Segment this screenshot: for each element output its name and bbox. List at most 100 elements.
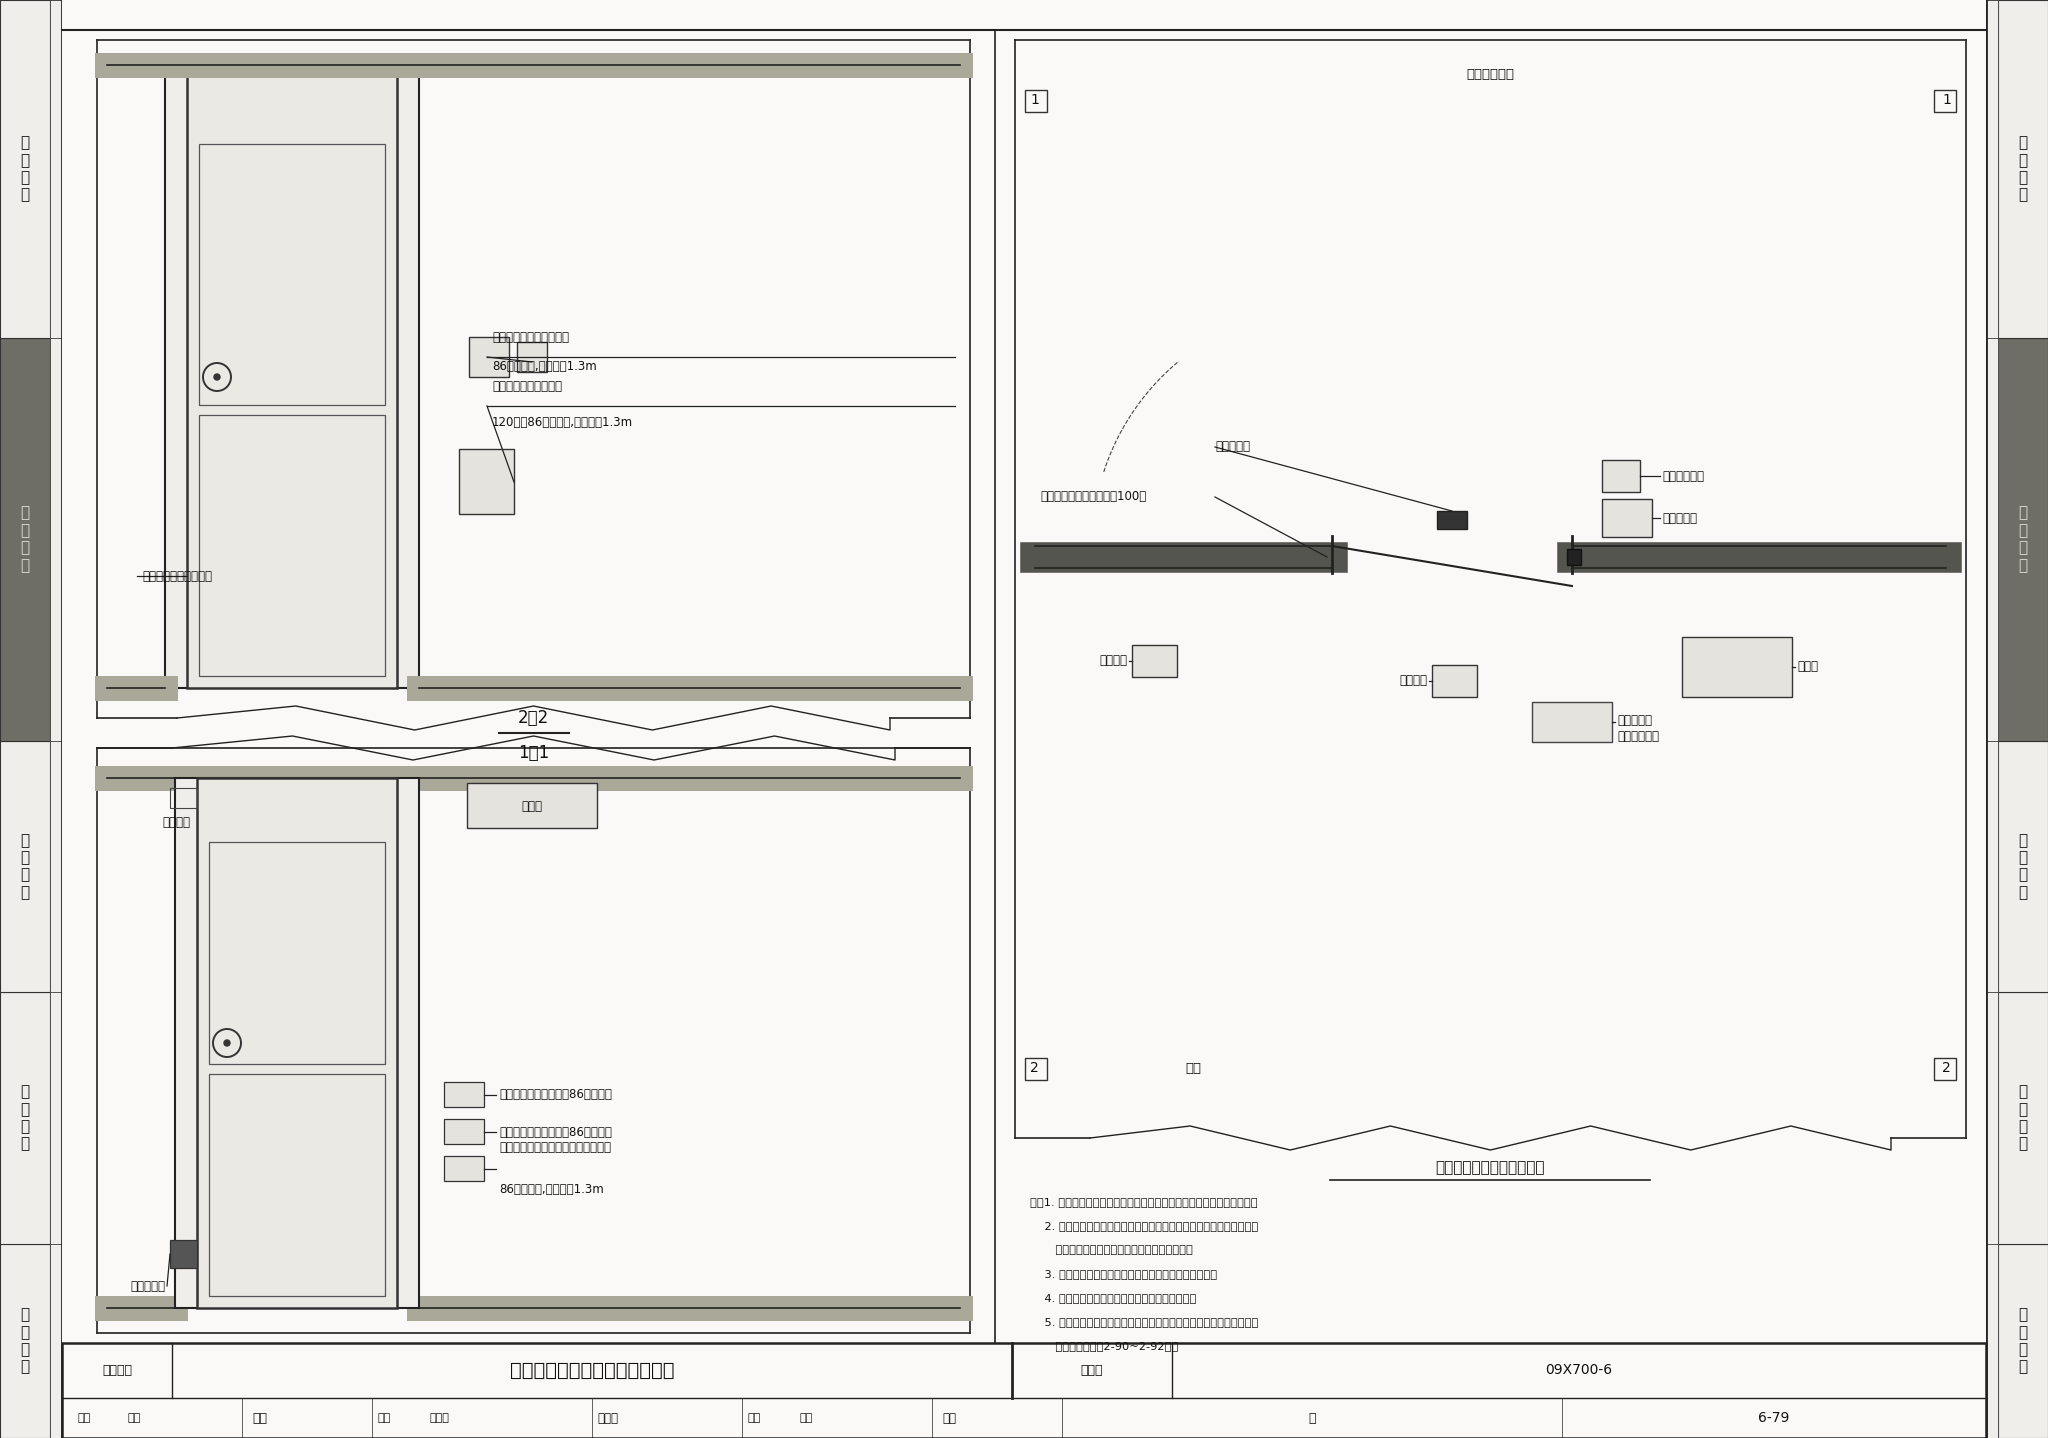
Text: 单门出入口控制设备安装示意图: 单门出入口控制设备安装示意图 — [510, 1360, 674, 1380]
Text: 缆
线
敷
设: 缆 线 敷 设 — [2019, 833, 2028, 900]
Text: 紧急按钮安装在室内，86型预埋盒: 紧急按钮安装在室内，86型预埋盒 — [500, 1126, 612, 1139]
Bar — [1933, 91, 1956, 112]
Bar — [444, 1119, 483, 1145]
Text: 09X700-6: 09X700-6 — [1546, 1363, 1612, 1378]
Bar — [1681, 637, 1792, 697]
Bar — [49, 0, 61, 338]
Text: 设计: 设计 — [748, 1414, 760, 1424]
Text: 1－1: 1－1 — [518, 743, 549, 762]
Text: 孙兰: 孙兰 — [127, 1414, 139, 1424]
Text: 设
备
安
装: 设 备 安 装 — [20, 506, 29, 572]
Text: 访客门铃按钮安装在室外: 访客门铃按钮安装在室外 — [492, 331, 569, 344]
Text: 供
电
电
源: 供 电 电 源 — [20, 1084, 29, 1152]
Bar — [1567, 549, 1581, 565]
Bar — [209, 1074, 385, 1296]
Bar — [1438, 510, 1466, 529]
Text: 访客门铃: 访客门铃 — [1100, 654, 1126, 667]
Bar — [1602, 460, 1640, 492]
Bar — [49, 1244, 61, 1438]
Text: 注：1. 本图中的门为单扇单向控制开启木门（含带木框的复合材料门）。: 注：1. 本图中的门为单扇单向控制开启木门（含带木框的复合材料门）。 — [1030, 1196, 1257, 1206]
Text: 供
电
电
源: 供 电 电 源 — [2019, 1084, 2028, 1152]
Bar — [444, 1156, 483, 1181]
Bar — [469, 336, 510, 377]
Bar — [166, 65, 420, 687]
Text: 阴极电控锁: 阴极电控锁 — [129, 1280, 166, 1293]
Bar — [1999, 992, 2048, 1244]
Text: 防
雷
接
地: 防 雷 接 地 — [20, 135, 29, 203]
Text: 阴极电控锁: 阴极电控锁 — [1214, 440, 1249, 453]
Bar — [49, 338, 61, 741]
Bar — [174, 778, 420, 1309]
Text: 4. 出入口控制设备可根据设计需要兼作考勤机。: 4. 出入口控制设备可根据设计需要兼作考勤机。 — [1030, 1293, 1196, 1303]
Circle shape — [223, 1040, 229, 1045]
Bar — [1933, 1058, 1956, 1080]
Bar — [209, 843, 385, 1064]
Bar — [1987, 1244, 1999, 1438]
Bar — [1987, 741, 1999, 992]
Bar — [459, 449, 514, 513]
Text: 页: 页 — [1309, 1412, 1315, 1425]
Text: 设
备
安
装: 设 备 安 装 — [2019, 506, 2028, 572]
Bar — [199, 144, 385, 406]
Text: 朱立彤: 朱立彤 — [430, 1414, 451, 1424]
Bar — [170, 788, 197, 808]
Text: 室内: 室内 — [1186, 1061, 1200, 1074]
Bar — [444, 1081, 483, 1107]
Bar — [1432, 664, 1477, 697]
Bar — [49, 992, 61, 1244]
Text: （出门按钮）: （出门按钮） — [1618, 731, 1659, 743]
Text: 86型预埋盒,底边距地1.3m: 86型预埋盒,底边距地1.3m — [500, 1183, 604, 1196]
Text: 门磁开关（高度：门框下100）: 门磁开关（高度：门框下100） — [1040, 490, 1147, 503]
Bar — [186, 65, 397, 687]
Text: 电控锁按键（出门按钮）安装在室内: 电控锁按键（出门按钮）安装在室内 — [500, 1140, 610, 1155]
Text: 5. 本图为出入口控制设备安装示意图，设备的尺寸以工程选用产品为: 5. 本图为出入口控制设备安装示意图，设备的尺寸以工程选用产品为 — [1030, 1317, 1257, 1327]
Text: 双面带锁的方舌侧闩锁: 双面带锁的方舌侧闩锁 — [141, 569, 213, 582]
Text: 出入口控制设备安装示意图: 出入口控制设备安装示意图 — [1436, 1160, 1544, 1175]
Text: 控制器: 控制器 — [1796, 660, 1819, 673]
Text: 访客门铃安装在室内，86型预埋盒: 访客门铃安装在室内，86型预埋盒 — [500, 1089, 612, 1102]
Text: 2: 2 — [1942, 1061, 1952, 1076]
Bar — [61, 1343, 1987, 1438]
Bar — [1024, 1058, 1047, 1080]
Text: 2. 本图为单向控制，即对进门进行控制，如果采用双向（进出门）进: 2. 本图为单向控制，即对进门进行控制，如果采用双向（进出门）进 — [1030, 1221, 1257, 1231]
Text: 1: 1 — [1030, 93, 1038, 106]
Text: 紧急按钮: 紧急按钮 — [1399, 674, 1427, 687]
Text: 赵功: 赵功 — [252, 1412, 266, 1425]
Text: 进门读卡器安装在室外: 进门读卡器安装在室外 — [492, 380, 561, 393]
Bar — [1602, 499, 1653, 536]
Bar — [0, 1244, 49, 1438]
Bar — [1999, 1244, 2048, 1438]
Text: 准，安装高度见2-90~2-92页。: 准，安装高度见2-90~2-92页。 — [1030, 1342, 1178, 1350]
Text: 电控锁按键: 电控锁按键 — [1618, 715, 1653, 728]
Text: 机
房
工
程: 机 房 工 程 — [20, 1307, 29, 1375]
Text: 访客门铃按钮: 访客门铃按钮 — [1663, 469, 1704, 483]
Text: 设备安装: 设备安装 — [102, 1365, 131, 1378]
Text: 3. 访客门铃、访客门铃按钮根据工程的需要进行设置。: 3. 访客门铃、访客门铃按钮根据工程的需要进行设置。 — [1030, 1268, 1217, 1278]
Bar — [0, 992, 49, 1244]
Text: 走廊（室外）: 走廊（室外） — [1466, 69, 1513, 82]
Circle shape — [213, 374, 219, 380]
Bar — [1999, 741, 2048, 992]
Text: 2－2: 2－2 — [518, 709, 549, 728]
Text: 防
雷
接
地: 防 雷 接 地 — [2019, 135, 2028, 203]
Bar — [1987, 338, 1999, 741]
Bar — [1133, 646, 1178, 677]
Bar — [1999, 0, 2048, 338]
Text: 1: 1 — [1942, 93, 1952, 106]
Bar — [1987, 992, 1999, 1244]
Text: 校对: 校对 — [377, 1414, 391, 1424]
Text: 120型或86型预埋盒,底边距地1.3m: 120型或86型预埋盒,底边距地1.3m — [492, 416, 633, 429]
Bar — [1024, 91, 1047, 112]
Text: 朱峰: 朱峰 — [942, 1412, 956, 1425]
Bar — [49, 741, 61, 992]
Text: 图集号: 图集号 — [1081, 1365, 1104, 1378]
Bar — [516, 342, 547, 372]
Bar — [197, 778, 397, 1309]
Text: 行控制时，需将电控锁按键改为读卡器即可。: 行控制时，需将电控锁按键改为读卡器即可。 — [1030, 1245, 1192, 1255]
Text: 进门读卡器: 进门读卡器 — [1663, 512, 1698, 525]
Bar — [0, 0, 49, 338]
Text: 朱三彤: 朱三彤 — [598, 1412, 618, 1425]
Text: 控制器: 控制器 — [522, 800, 543, 812]
Bar — [1987, 0, 1999, 338]
Text: 6-79: 6-79 — [1759, 1411, 1790, 1425]
